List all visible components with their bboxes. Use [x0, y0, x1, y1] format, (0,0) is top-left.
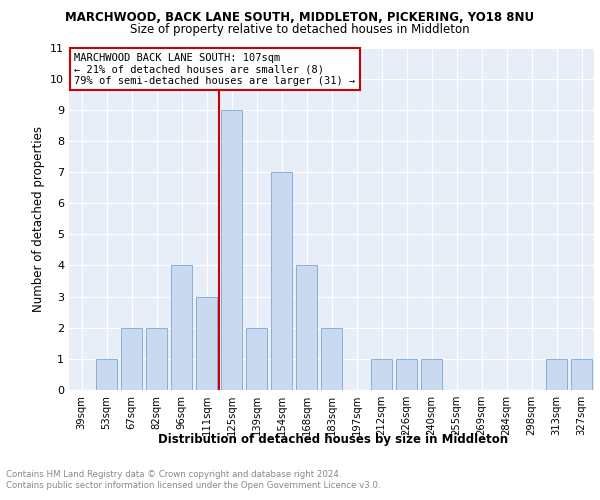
Bar [121, 328, 142, 390]
Bar [396, 359, 417, 390]
Text: Distribution of detached houses by size in Middleton: Distribution of detached houses by size … [158, 432, 508, 446]
Bar [271, 172, 292, 390]
Text: MARCHWOOD BACK LANE SOUTH: 107sqm
← 21% of detached houses are smaller (8)
79% o: MARCHWOOD BACK LANE SOUTH: 107sqm ← 21% … [74, 52, 355, 86]
Bar [371, 359, 392, 390]
Bar [421, 359, 442, 390]
Text: Size of property relative to detached houses in Middleton: Size of property relative to detached ho… [130, 22, 470, 36]
Text: Contains public sector information licensed under the Open Government Licence v3: Contains public sector information licen… [6, 481, 380, 490]
Text: MARCHWOOD, BACK LANE SOUTH, MIDDLETON, PICKERING, YO18 8NU: MARCHWOOD, BACK LANE SOUTH, MIDDLETON, P… [65, 11, 535, 24]
Bar [221, 110, 242, 390]
Bar [146, 328, 167, 390]
Bar [546, 359, 567, 390]
Bar [571, 359, 592, 390]
Bar [321, 328, 342, 390]
Bar [171, 266, 192, 390]
Text: Contains HM Land Registry data © Crown copyright and database right 2024.: Contains HM Land Registry data © Crown c… [6, 470, 341, 479]
Bar [96, 359, 117, 390]
Y-axis label: Number of detached properties: Number of detached properties [32, 126, 44, 312]
Bar [196, 296, 217, 390]
Bar [296, 266, 317, 390]
Bar [246, 328, 267, 390]
